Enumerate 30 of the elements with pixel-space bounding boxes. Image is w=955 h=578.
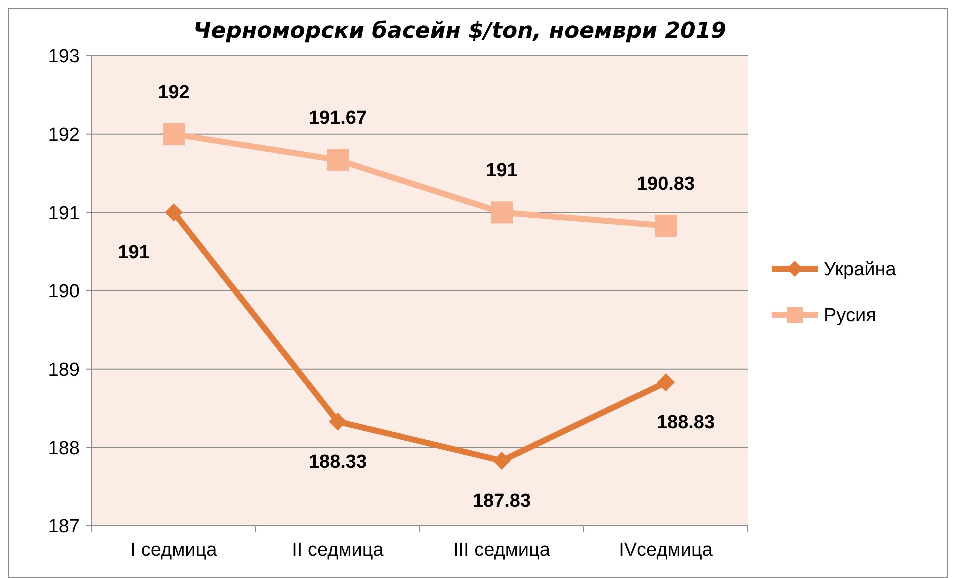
data-label: 191 [118, 242, 150, 264]
x-tick-label: II седмица [292, 540, 384, 561]
y-tick-label: 191 [48, 203, 80, 224]
y-tick-label: 193 [48, 46, 80, 68]
data-label: 188.83 [656, 412, 716, 434]
point [327, 149, 349, 172]
data-label: 191 [486, 160, 518, 182]
point [163, 123, 185, 146]
point [329, 412, 347, 431]
legend-label: Украйна [824, 260, 897, 281]
data-label: 187.83 [472, 490, 532, 512]
chart-title: Черноморски басейн $/ton, ноември 2019 [194, 19, 726, 44]
point [165, 204, 183, 222]
data-label: 191.67 [308, 108, 368, 130]
y-tick-label: 190 [48, 282, 80, 303]
y-tick-label: 189 [48, 360, 80, 381]
data-label: 188.33 [308, 452, 368, 473]
point [491, 202, 513, 224]
data-label: 192 [158, 82, 190, 104]
y-tick-label: 192 [48, 124, 80, 146]
x-tick-label: I седмица [130, 540, 218, 561]
point [493, 452, 511, 470]
y-tick-label: 188 [48, 438, 80, 460]
x-tick-label: IVседмица [619, 540, 714, 561]
point [655, 214, 677, 237]
x-tick-label: III седмица [454, 540, 551, 561]
legend-label: Русия [824, 306, 876, 327]
y-tick-label: 187 [48, 516, 80, 538]
point [657, 374, 675, 392]
data-label: 190.83 [636, 174, 696, 195]
